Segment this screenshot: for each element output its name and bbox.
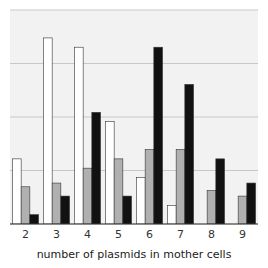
- bar: [74, 47, 83, 224]
- bar: [216, 159, 225, 224]
- bar: [21, 187, 30, 224]
- bar: [61, 196, 70, 224]
- chart: 2 3 4 5 6 7 8 9 number of plasmids in mother cel…: [0, 0, 268, 268]
- bar: [52, 183, 61, 224]
- x-tick-label: 4: [84, 228, 91, 241]
- bar: [154, 47, 163, 224]
- plot-area: [10, 10, 258, 224]
- bar: [105, 122, 114, 224]
- x-tick-label: 2: [22, 228, 29, 241]
- bar: [92, 112, 101, 224]
- x-tick-label: 8: [208, 228, 215, 241]
- bar: [145, 150, 154, 224]
- bar: [43, 38, 52, 224]
- bar: [114, 159, 123, 224]
- bars: [12, 38, 255, 224]
- bar: [83, 168, 92, 224]
- x-tick-label: 9: [239, 228, 246, 241]
- bar: [207, 191, 216, 224]
- bar: [247, 183, 256, 224]
- grid: [10, 10, 258, 224]
- x-tick-label: 7: [177, 228, 184, 241]
- bar: [176, 150, 185, 224]
- x-tick-label: 3: [53, 228, 60, 241]
- x-tick-label: 5: [115, 228, 122, 241]
- grid-line: [10, 10, 258, 11]
- x-axis-label: number of plasmids in mother cells: [37, 248, 232, 261]
- bar: [167, 205, 176, 224]
- x-axis-line: [10, 224, 258, 225]
- bar: [238, 196, 247, 224]
- x-tick-label: 6: [146, 228, 153, 241]
- bar: [136, 177, 145, 224]
- bar: [12, 159, 21, 224]
- bar: [30, 215, 39, 224]
- grid-line: [10, 224, 258, 225]
- bar: [185, 84, 194, 224]
- bar: [123, 196, 132, 224]
